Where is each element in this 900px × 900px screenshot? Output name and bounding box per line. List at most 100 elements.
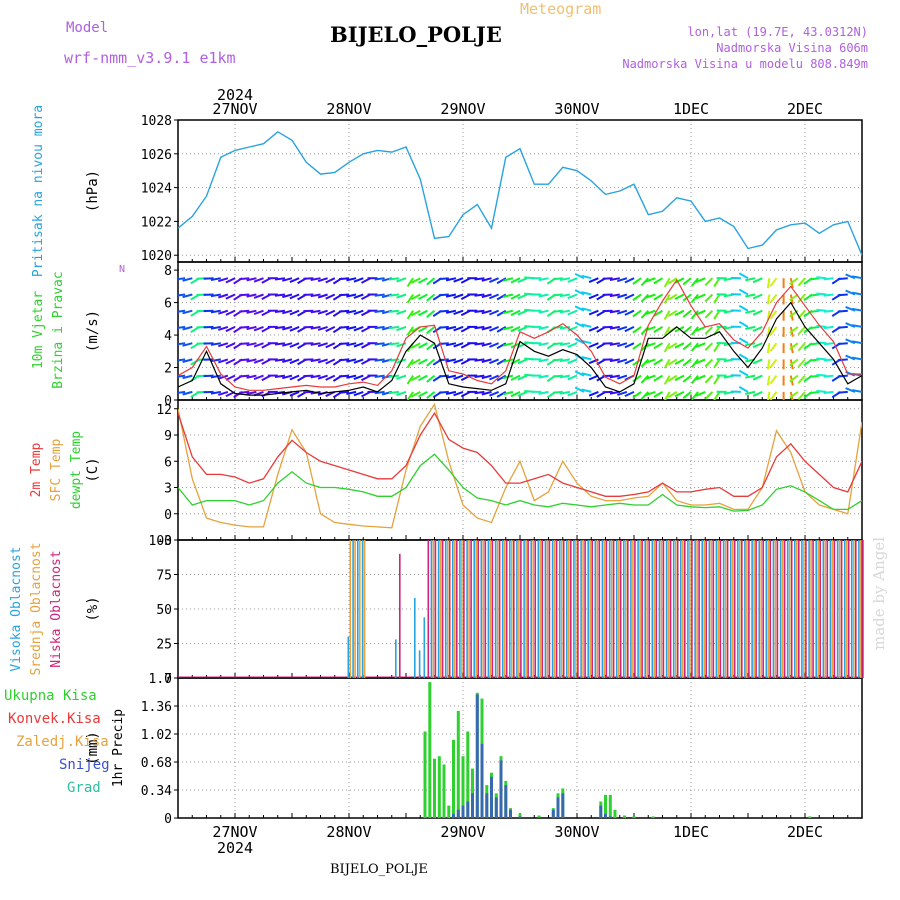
wind-arrow: [489, 358, 499, 365]
wind-arrow: [816, 373, 827, 377]
wind-arrow: [325, 277, 336, 284]
wind-arrow: [574, 337, 585, 345]
wind-arrow: [663, 358, 671, 369]
wind-arrow: [374, 390, 385, 395]
precip-legend-4: Grad: [67, 780, 101, 796]
wind-arrow: [653, 374, 664, 382]
wind-arrow: [317, 293, 328, 299]
wind-arrow: [809, 293, 820, 297]
wind-arrow: [353, 309, 364, 316]
cloud-bar-high: [637, 540, 639, 678]
precip-axis-title: 1hr Precip: [111, 709, 126, 787]
precip-bar-total: [518, 813, 522, 818]
wind-arrow: [289, 390, 300, 397]
wind-arrow: [310, 309, 321, 314]
wind-arrow: [178, 325, 186, 329]
wind-arrow: [388, 358, 400, 362]
wind-arrow: [682, 326, 692, 334]
wind-arrow: [624, 325, 635, 333]
wind-arrow: [346, 342, 357, 347]
wind-arrow: [640, 277, 650, 287]
wind-arrow: [552, 277, 563, 281]
wind-arrow: [667, 277, 678, 285]
cloud-bar-mid: [489, 540, 492, 678]
temp-axis-title-sfc: SFC Temp: [49, 439, 64, 502]
wind-arrow: [632, 391, 642, 399]
cloud-bar-low: [676, 540, 679, 678]
wind-arrow: [713, 375, 721, 385]
wind-arrow: [617, 342, 628, 348]
cloud-bar-high: [722, 540, 725, 678]
cloud-bar-mid: [660, 540, 663, 678]
wind-arrow: [388, 277, 400, 281]
wind-arrow: [789, 358, 799, 367]
cloud-bar-high: [858, 540, 860, 678]
cloud-bar-high: [509, 540, 511, 678]
cloud-bar-mid: [731, 540, 734, 678]
wind-arrow: [745, 293, 756, 298]
cloud-bar-low: [755, 540, 757, 678]
wind-arrow: [674, 391, 685, 398]
wind-arrow: [178, 358, 186, 362]
wind-arrow: [769, 310, 778, 320]
wind-arrow: [552, 309, 563, 313]
wind-arrow: [445, 374, 457, 379]
wind-arrow: [178, 342, 186, 346]
wind-arrow: [574, 289, 585, 296]
cloud-bar-high: [444, 540, 447, 678]
cloud-bar-high: [794, 540, 796, 678]
wind-arrow: [588, 390, 599, 397]
wind-arrow: [667, 293, 678, 301]
wind-arrow: [353, 374, 364, 381]
wind-arrow: [538, 390, 549, 395]
y-tick-label: 1026: [141, 148, 172, 163]
cloud-bar-mid: [363, 540, 366, 678]
wind-arrow: [353, 358, 364, 364]
wind-arrow: [289, 293, 300, 300]
y-tick-label: 2: [164, 362, 172, 377]
wind-arrow: [388, 342, 400, 346]
wind-arrow: [282, 358, 293, 363]
y-tick-label: 1022: [141, 215, 172, 230]
wind-arrow: [325, 309, 336, 316]
cloud-bar-high: [708, 540, 711, 678]
wind-arrow: [695, 293, 706, 300]
cloud-bar-low: [812, 540, 814, 678]
cloud-bar-low: [605, 540, 608, 678]
cloud-bar-mid: [810, 540, 812, 678]
cloud-bar-high: [530, 540, 532, 678]
cloud-bar-mid: [439, 540, 442, 678]
wind-arrow: [178, 374, 186, 378]
wind-arrow: [695, 325, 706, 332]
wind-arrow: [253, 293, 264, 299]
cloud-bar-high: [466, 540, 468, 678]
wind-arrow: [797, 358, 806, 368]
cloud-axis-title-mid: Srednja Oblacnost: [29, 542, 44, 675]
wind-arrow: [837, 325, 848, 329]
y-tick-label: 0: [164, 508, 172, 523]
precip-bar-snow: [485, 793, 489, 818]
cloud-bar-mid: [682, 540, 684, 678]
wind-arrow: [738, 337, 749, 345]
wind-arrow: [769, 293, 778, 304]
wind-arrow: [559, 325, 571, 330]
precip-bar-total: [651, 816, 655, 818]
cloud-bar-low: [826, 540, 829, 678]
wind-arrow: [426, 342, 436, 351]
wind-arrow: [837, 342, 848, 345]
wind-arrow: [653, 391, 664, 398]
wind-arrow: [517, 293, 528, 300]
cloud-bar-mid: [610, 540, 613, 678]
wind-arrow: [617, 309, 628, 315]
wind-arrow: [502, 358, 514, 363]
wind-arrow: [581, 372, 592, 377]
wind-arrow: [182, 342, 193, 347]
wind-arrow: [574, 272, 585, 280]
wind-arrow: [640, 293, 650, 303]
wind-arrow: [845, 289, 856, 296]
wind-arrow: [766, 294, 771, 305]
lonlat-info: lon,lat (19.7E, 43.0312N): [687, 25, 868, 39]
cloud-bar-low: [441, 540, 444, 678]
date-label-top: 30NOV: [554, 100, 599, 118]
wind-arrow: [616, 374, 628, 380]
